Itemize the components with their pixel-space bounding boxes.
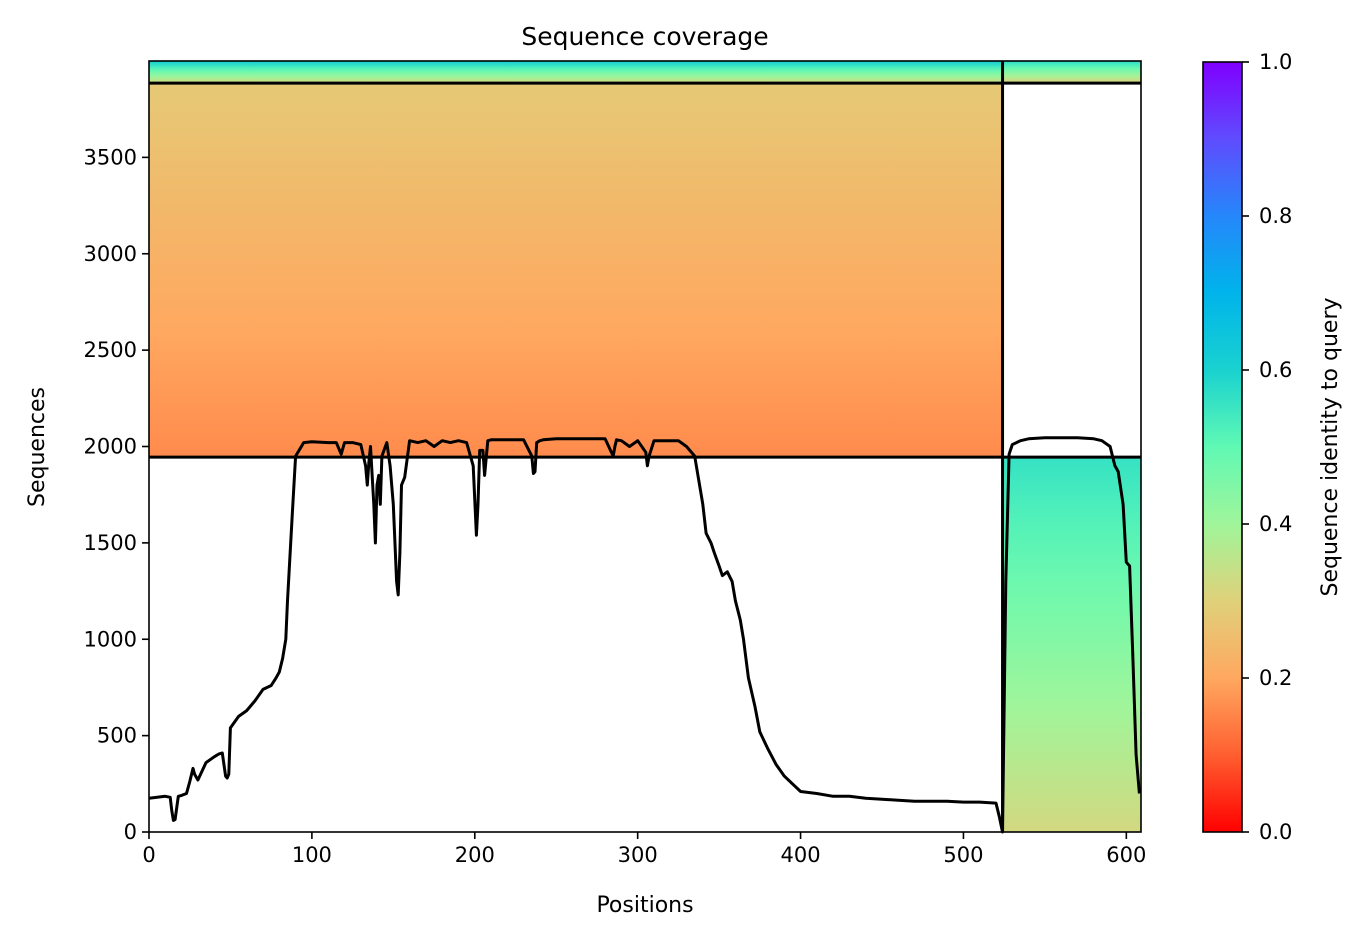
colorbar-tick-label: 0.0 [1259,820,1292,844]
x-tick-label: 200 [455,843,495,867]
colorbar-tick-label: 0.6 [1259,358,1292,382]
y-tick-label: 3500 [84,145,137,169]
colorbar-tick-label: 1.0 [1259,50,1292,74]
block-3 [149,61,1003,84]
x-tick-label: 300 [618,843,658,867]
plot-area: 0 100 200 300 400 500 600 0 500 1000 1500 2000 2500… [84,60,1146,867]
y-axis-title: Sequences [25,387,50,507]
block-2 [149,83,1003,458]
y-tick-label: 0 [124,820,137,844]
y-tick-label: 1500 [84,531,137,555]
colorbar-tick-label: 0.4 [1259,512,1292,536]
y-tick-label: 3000 [84,242,137,266]
y-tick-label: 500 [97,724,137,748]
y-tick-label: 1000 [84,627,137,651]
coverage-blocks [149,61,1141,832]
x-tick-label: 600 [1106,843,1146,867]
y-tick-label: 2500 [84,338,137,362]
y-axis: 0 500 1000 1500 2000 2500 3000 3500 [84,145,149,844]
block-4 [1002,457,1141,832]
coverage-line [148,436,1141,834]
colorbar-bar [1202,61,1243,833]
y-tick-label: 2000 [84,435,137,459]
colorbar-tick-label: 0.2 [1259,666,1292,690]
x-tick-label: 0 [142,843,155,867]
x-tick-label: 100 [292,843,332,867]
x-tick-label: 400 [781,843,821,867]
colorbar: 0.0 0.2 0.4 0.6 0.8 1.0 Sequence identity to … [1202,50,1343,844]
colorbar-title: Sequence identity to query [1318,297,1343,596]
x-axis-title: Positions [596,893,693,918]
x-axis: 0 100 200 300 400 500 600 [142,832,1146,867]
block-5 [1002,61,1141,84]
colorbar-tick-label: 0.8 [1259,204,1292,228]
chart-title: Sequence coverage [521,22,768,51]
x-tick-label: 500 [943,843,983,867]
colorbar-ticks: 0.0 0.2 0.4 0.6 0.8 1.0 [1242,50,1292,844]
